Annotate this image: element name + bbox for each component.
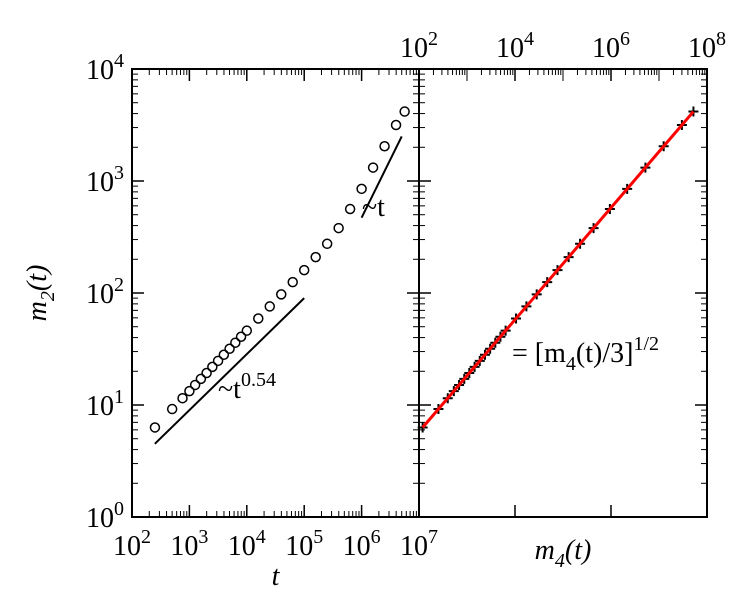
reference-line: [154, 297, 305, 445]
reference-line: [421, 110, 695, 429]
data-point: [321, 238, 333, 250]
y-tick-label: 101: [86, 386, 124, 422]
x-tick-label: 104: [228, 526, 266, 562]
data-point: [417, 422, 428, 433]
data-point: [166, 403, 178, 415]
data-point: [264, 301, 276, 312]
data-point: [390, 119, 402, 131]
data-point: [356, 183, 367, 195]
x-axis-label: m4(t): [535, 535, 592, 572]
data-point: [201, 367, 212, 379]
y-tick-label: 103: [86, 162, 124, 198]
y-tick-label: 104: [86, 50, 124, 86]
data-point: [189, 379, 201, 391]
data-point: [149, 422, 161, 433]
data-point: [224, 343, 235, 354]
x-axis-label: t: [272, 561, 281, 592]
y-tick-label: 100: [86, 498, 124, 534]
data-point: [241, 325, 253, 336]
data-point: [212, 355, 224, 367]
data-point: [298, 264, 310, 276]
data-point: [195, 373, 207, 385]
x-tick-label: 105: [285, 526, 323, 562]
annotation: ~t: [362, 192, 385, 223]
x-tick-label: 106: [343, 526, 381, 562]
y-tick-label: 102: [86, 274, 124, 310]
x-tick-label: 107: [400, 526, 438, 562]
data-point: [253, 313, 264, 324]
data-point: [218, 349, 230, 360]
data-point: [287, 276, 298, 288]
data-point: [367, 162, 379, 173]
x-tick-label: 103: [170, 526, 208, 562]
data-point: [235, 331, 247, 342]
annotation: = [m4(t)/3]1/2: [512, 333, 659, 375]
plot-frame: [131, 68, 420, 518]
reference-line: [360, 135, 403, 219]
x-tick-label: 102: [400, 28, 438, 64]
data-point: [184, 385, 195, 397]
x-tick-label: 102: [113, 526, 151, 562]
data-point: [275, 289, 287, 300]
data-point: [207, 361, 218, 373]
y-axis-label: m2(t): [22, 265, 59, 322]
data-point: [379, 141, 390, 152]
x-tick-label: 108: [688, 28, 726, 64]
data-point: [230, 337, 241, 348]
data-point: [399, 106, 410, 117]
plot-frame: [418, 68, 708, 518]
annotation: ~t0.54: [218, 369, 276, 405]
x-tick-label: 104: [496, 28, 534, 64]
data-point: [310, 251, 321, 263]
data-point: [688, 106, 699, 117]
data-point: [177, 392, 188, 404]
data-point: [344, 203, 356, 215]
data-point: [333, 222, 344, 234]
x-tick-label: 106: [592, 28, 630, 64]
